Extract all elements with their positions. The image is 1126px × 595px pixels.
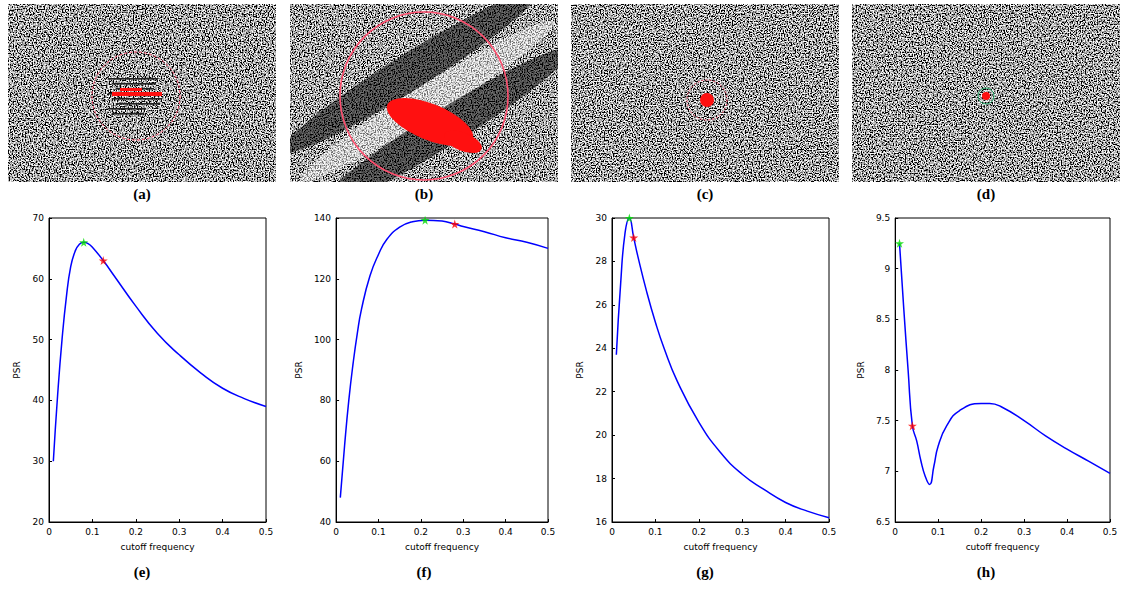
svg-text:0.5: 0.5 xyxy=(1103,527,1117,537)
html-text:(c): (c) xyxy=(696,186,714,202)
svg-text:0.1: 0.1 xyxy=(371,527,385,537)
svg-text:0: 0 xyxy=(609,527,615,537)
svg-text:PSR: PSR xyxy=(856,361,866,378)
html-text:(a): (a) xyxy=(133,186,151,202)
svg-text:0.3: 0.3 xyxy=(456,527,470,537)
svg-text:0.1: 0.1 xyxy=(648,527,662,537)
svg-text:60: 60 xyxy=(33,274,45,284)
svg-text:0: 0 xyxy=(333,527,339,537)
svg-text:cutoff frequency: cutoff frequency xyxy=(966,542,1041,552)
svg-text:0.2: 0.2 xyxy=(414,527,428,537)
svg-text:0: 0 xyxy=(892,527,898,537)
svg-text:7.5: 7.5 xyxy=(876,416,890,426)
svg-text:22: 22 xyxy=(596,387,607,397)
svg-text:30: 30 xyxy=(596,213,608,223)
svg-text:20: 20 xyxy=(596,430,608,440)
svg-text:0.4: 0.4 xyxy=(498,527,513,537)
svg-text:18: 18 xyxy=(596,474,608,484)
svg-text:50: 50 xyxy=(33,335,45,345)
svg-text:0.1: 0.1 xyxy=(931,527,945,537)
svg-text:0.3: 0.3 xyxy=(172,527,186,537)
svg-text:8.5: 8.5 xyxy=(876,314,890,324)
svg-text:0.2: 0.2 xyxy=(129,527,143,537)
svg-text:0.2: 0.2 xyxy=(974,527,988,537)
svg-text:16: 16 xyxy=(596,517,608,527)
svg-text:0.5: 0.5 xyxy=(822,527,836,537)
svg-text:0.4: 0.4 xyxy=(1060,527,1075,537)
html-text:(h): (h) xyxy=(976,564,996,580)
svg-text:20: 20 xyxy=(33,517,45,527)
svg-text:40: 40 xyxy=(320,517,332,527)
svg-text:7: 7 xyxy=(884,466,890,476)
svg-text:cutoff frequency: cutoff frequency xyxy=(684,542,759,552)
svg-text:120: 120 xyxy=(314,274,331,284)
svg-text:0.5: 0.5 xyxy=(259,527,273,537)
svg-text:0.3: 0.3 xyxy=(735,527,749,537)
html-text:(e): (e) xyxy=(133,564,151,580)
svg-text:PSR: PSR xyxy=(12,361,22,378)
svg-text:70: 70 xyxy=(33,213,45,223)
svg-text:PSR: PSR xyxy=(575,361,585,378)
svg-text:8: 8 xyxy=(884,365,890,375)
svg-text:9.5: 9.5 xyxy=(876,213,890,223)
svg-text:0.4: 0.4 xyxy=(215,527,230,537)
svg-text:cutoff frequency: cutoff frequency xyxy=(121,542,196,552)
svg-text:9: 9 xyxy=(884,264,890,274)
svg-text:6.5: 6.5 xyxy=(876,517,890,527)
svg-text:0.5: 0.5 xyxy=(541,527,555,537)
html-text:(b): (b) xyxy=(414,186,434,202)
svg-text:PSR: PSR xyxy=(294,361,304,378)
svg-text:80: 80 xyxy=(320,395,332,405)
svg-text:0.2: 0.2 xyxy=(692,527,706,537)
svg-text:100: 100 xyxy=(314,335,331,345)
html-text:(f): (f) xyxy=(416,564,432,580)
svg-text:24: 24 xyxy=(596,343,608,353)
svg-text:26: 26 xyxy=(596,300,608,310)
svg-text:0.1: 0.1 xyxy=(85,527,99,537)
svg-text:140: 140 xyxy=(314,213,331,223)
svg-text:28: 28 xyxy=(596,256,608,266)
svg-text:30: 30 xyxy=(33,456,45,466)
svg-text:60: 60 xyxy=(320,456,332,466)
html-text:(d): (d) xyxy=(976,186,996,202)
svg-text:0: 0 xyxy=(46,527,52,537)
svg-text:40: 40 xyxy=(33,395,45,405)
svg-text:cutoff frequency: cutoff frequency xyxy=(405,542,480,552)
html-text:(g): (g) xyxy=(696,564,714,580)
svg-text:0.4: 0.4 xyxy=(778,527,793,537)
svg-text:0.3: 0.3 xyxy=(1017,527,1031,537)
